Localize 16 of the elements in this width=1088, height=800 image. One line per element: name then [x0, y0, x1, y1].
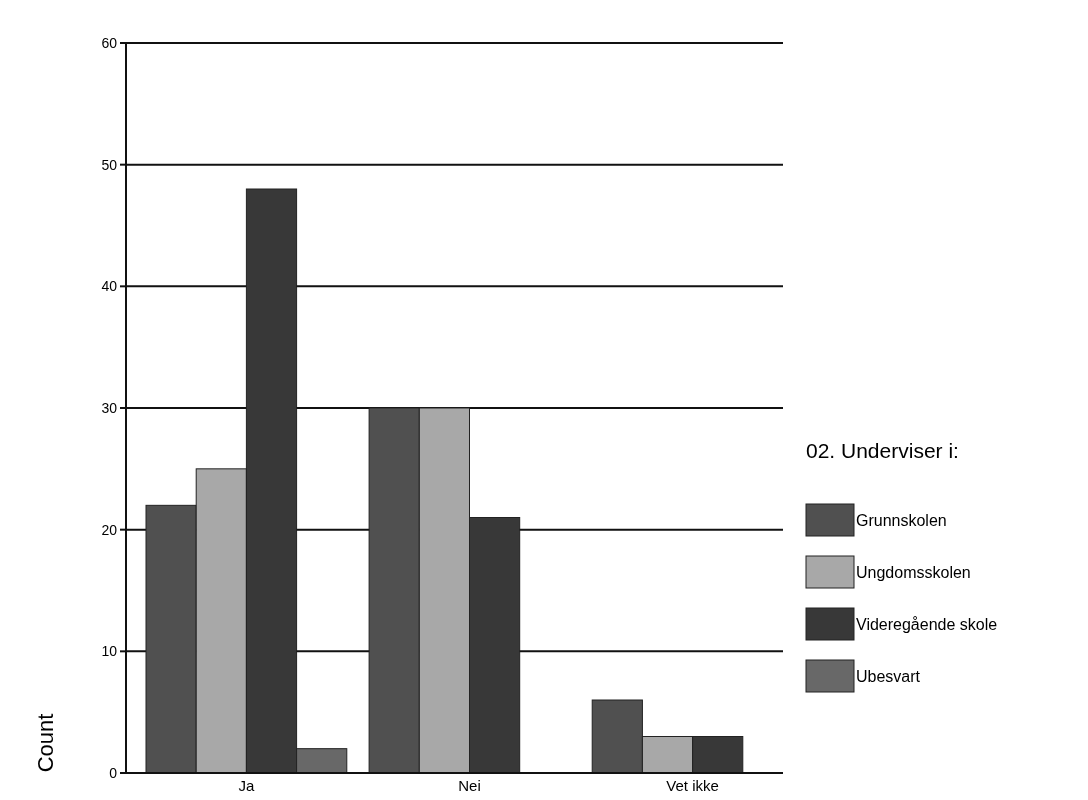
- x-tick-label: Ja: [238, 777, 255, 794]
- legend-label: Ubesvart: [856, 667, 921, 685]
- y-tick-label: 60: [101, 34, 118, 51]
- x-tick-label: Nei: [458, 777, 481, 794]
- legend-title: 02. Underviser i:: [806, 439, 959, 462]
- y-tick-label: 10: [101, 643, 118, 660]
- y-tick-label: 40: [101, 278, 118, 295]
- legend-label: Videregående skole: [856, 615, 998, 633]
- y-tick-label: 0: [109, 764, 118, 781]
- y-axis-title: Count: [33, 713, 58, 773]
- y-tick-label: 20: [101, 521, 118, 538]
- y-tick-label: 50: [101, 156, 118, 173]
- legend-label: Ungdomsskolen: [856, 563, 971, 581]
- y-tick-label: 30: [101, 399, 118, 416]
- x-tick-label: Vet ikke: [666, 777, 719, 794]
- legend-label: Grunnskolen: [856, 511, 947, 529]
